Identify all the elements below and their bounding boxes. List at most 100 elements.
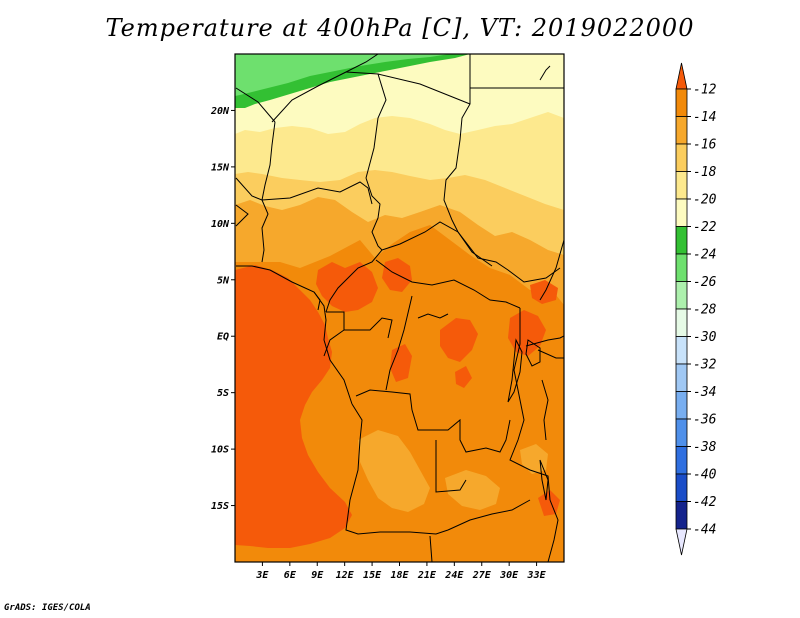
band-minus12-cameroon (316, 262, 378, 312)
colorbar-label: -34 (693, 385, 716, 400)
colorbar-label: -36 (693, 413, 717, 428)
colorbar-segment (675, 281, 688, 310)
border-segment (539, 239, 564, 301)
border-segment (509, 308, 551, 501)
colorbar-segment (675, 336, 688, 365)
colorbar-segment (675, 391, 688, 420)
colorbar-segment (675, 363, 688, 392)
chart-title: Temperature at 400hPa [C], VT: 201902200… (105, 14, 695, 42)
border-segment (541, 379, 549, 441)
lon-tick-label: 18E (390, 570, 409, 581)
coastline (236, 265, 353, 405)
colorbar-label: -40 (693, 468, 717, 483)
colorbar-segment (675, 501, 688, 530)
band-minus12-congo-basin (390, 344, 412, 382)
border-segment (235, 204, 249, 227)
border-segment (377, 73, 471, 105)
colorbar-label: -32 (693, 358, 717, 373)
border-segment (429, 535, 433, 562)
colorbar-label: -24 (693, 248, 716, 263)
colorbar-label: -14 (693, 110, 716, 125)
colorbar-top-arrow (675, 62, 688, 90)
band-minus12-west (235, 265, 352, 548)
border-segment (385, 295, 413, 391)
lake-victoria (525, 339, 541, 367)
border-segment (537, 349, 564, 359)
lon-tick-label: 15E (363, 570, 382, 581)
lat-tick-label: 15S (211, 501, 229, 512)
lon-tick-label: 6E (284, 570, 297, 581)
band-minus12-centre (440, 318, 478, 362)
border-segment (271, 54, 379, 123)
lat-tick-label: 10S (211, 445, 229, 456)
colorbar-segment (675, 226, 688, 255)
colorbar-label: -26 (693, 275, 717, 290)
band-minus12-se (538, 490, 560, 516)
lon-tick-label: 21E (417, 570, 437, 581)
border-segment (381, 221, 561, 283)
colorbar-segment (675, 308, 688, 337)
grads-credit: GrADS: IGES/COLA (4, 603, 91, 613)
colorbar-label: -28 (693, 303, 717, 318)
lat-tick-label: 15N (211, 162, 230, 173)
colorbar-label: -12 (693, 83, 717, 98)
border-segment (345, 71, 387, 179)
border-segment (365, 177, 383, 251)
lon-tick-label: 33E (527, 570, 547, 581)
lon-tick-label: 3E (255, 570, 269, 581)
lat-tick-label: EQ (217, 332, 229, 343)
lake-tanganyika (507, 338, 523, 403)
colorbar-label: -18 (693, 165, 717, 180)
border-segment (435, 440, 467, 493)
band-minus26 (235, 54, 450, 96)
lat-tick-label: 5S (217, 388, 229, 399)
colorbar-label: -22 (693, 220, 717, 235)
border-segment (261, 121, 276, 201)
lon-tick-label: 27E (472, 570, 492, 581)
border-segment (325, 249, 383, 313)
colorbar-segment (675, 446, 688, 475)
colorbar-segment (675, 88, 688, 117)
colorbar-segment (675, 143, 688, 172)
sinai-outline (539, 65, 551, 81)
border-segment (345, 403, 449, 535)
border-segment (261, 181, 373, 205)
border-segment (411, 409, 511, 453)
colorbar-label: -42 (693, 495, 717, 510)
border-segment (457, 231, 493, 267)
border-segment (235, 87, 276, 123)
border-segment (323, 329, 345, 357)
lat-tick-label: 5N (217, 275, 230, 286)
colorbar: -12 -14 -16 -18 -20 -22 -24 -26 -28 -30 -32 -34 -36 -… (675, 62, 717, 556)
lon-tick-label: 9E (311, 570, 324, 581)
border-segment (547, 499, 559, 562)
longitude-axis: 3E 6E 9E 12E 15E 18E 21E 24E 27E 30E 33E (255, 562, 547, 581)
border-segment (447, 499, 531, 531)
colorbar-label: -16 (693, 138, 717, 153)
latitude-axis: 20N 15N 10N 5N EQ 5S 10S 15S (210, 106, 235, 512)
lake-outline (417, 313, 449, 319)
colorbar-segment (675, 171, 688, 200)
band-minus12-ne (530, 280, 558, 304)
border-segment (443, 54, 471, 233)
colorbar-label: -38 (693, 440, 717, 455)
colorbar-segment (675, 473, 688, 502)
colorbar-bottom-arrow (675, 528, 688, 556)
band-minus12-central2 (455, 366, 472, 388)
lon-tick-label: 12E (336, 570, 355, 581)
border-segment (525, 335, 564, 347)
colorbar-segment (675, 116, 688, 145)
colorbar-segment (675, 253, 688, 282)
border-segment (355, 389, 413, 411)
temperature-field (235, 54, 564, 562)
border-segment (375, 259, 521, 309)
colorbar-segment (675, 418, 688, 447)
colorbar-label: -20 (693, 193, 717, 208)
colorbar-label: -30 (693, 330, 717, 345)
lat-tick-label: 20N (210, 106, 230, 117)
lat-tick-label: 10N (211, 219, 230, 230)
colorbar-label: -44 (693, 523, 716, 538)
colorbar-segment (675, 198, 688, 227)
band-minus16-angola (358, 430, 430, 512)
